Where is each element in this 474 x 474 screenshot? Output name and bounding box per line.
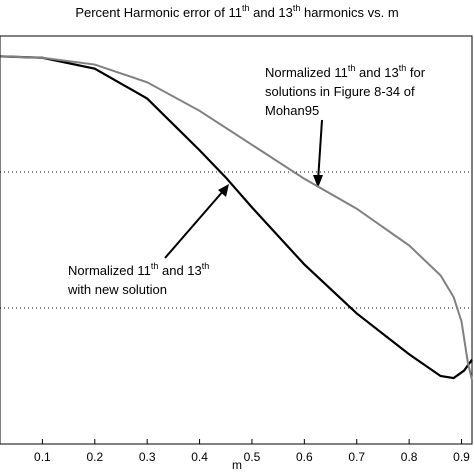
x-tick-label: 0.3 [139,450,156,464]
rich-text: Percent Harmonic error of 11th and 13th … [75,3,398,20]
x-tick-label: 0.6 [296,450,313,464]
text-part: Mohan95 [265,103,319,118]
superscript: th [293,3,301,13]
text-part: Normalized 11 [68,263,151,278]
rich-text: Normalized 11th and 13th [68,261,209,278]
superscript: th [202,261,210,271]
x-tick-label: 0.5 [244,450,261,464]
rich-text: Normalized 11th and 13th for [265,63,426,80]
superscript: th [242,3,250,13]
x-tick-label: 0.7 [348,450,365,464]
x-tick-label: 0.4 [191,450,208,464]
x-tick-label: 0.2 [86,450,103,464]
superscript: th [399,63,407,73]
arrow-head [313,175,323,188]
line [0,55,473,380]
arrow [317,119,323,182]
x-tick-label: 0.1 [34,450,51,464]
text-part: Normalized 11 [265,65,348,80]
text-part: solutions in Figure 8-34 of [265,84,415,99]
text-part: and 13 [250,5,293,20]
text-part: and 13 [355,65,398,80]
line [0,55,473,381]
superscript: th [151,261,159,271]
rich-text: Mohan95 [265,103,319,118]
x-axis-label: m [232,458,242,472]
rich-text: solutions in Figure 8-34 of [265,84,415,99]
text-part: and 13 [158,263,201,278]
superscript: th [348,63,356,73]
arrow [164,189,225,259]
text-part: harmonics vs. m [300,5,398,20]
text-part: Percent Harmonic error of 11 [75,5,242,20]
text-part: with new solution [67,282,167,297]
text-part: for [406,65,425,80]
rich-text: with new solution [67,282,167,297]
x-tick-label: 0.9 [453,450,470,464]
x-tick-label: 0.8 [401,450,418,464]
arrow-head [218,184,229,197]
